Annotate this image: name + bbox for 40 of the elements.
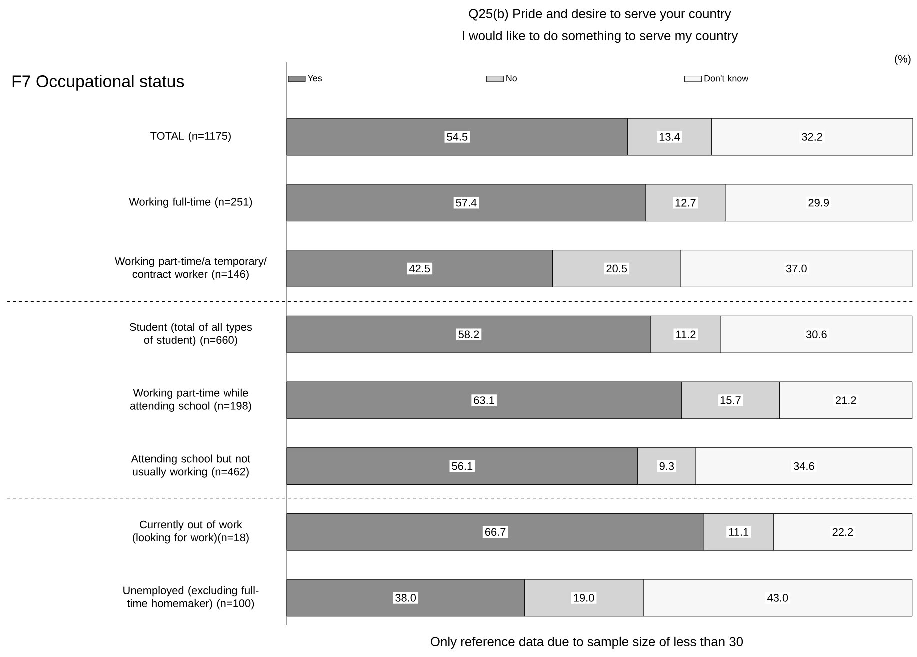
data-label: 63.1 — [474, 396, 494, 404]
data-label: 21.2 — [836, 396, 856, 404]
y-tick-label: TOTAL (n=1175) — [150, 132, 231, 142]
y-tick-label: Working full-time (n=251) — [129, 198, 252, 208]
data-label: 38.0 — [396, 594, 416, 602]
y-axis-title: F7 Occupational status — [12, 75, 184, 91]
data-label: 11.2 — [676, 330, 696, 338]
data-label: 19.0 — [574, 594, 594, 602]
legend-label: No — [506, 75, 517, 82]
data-label: 54.5 — [447, 133, 468, 141]
y-tick-label: Student (total of all types of student) (n=660) — [130, 323, 252, 346]
data-label: 22.2 — [832, 528, 854, 536]
data-label: 20.5 — [606, 264, 628, 273]
data-label: 43.0 — [768, 594, 788, 602]
y-tick-label: Unemployed (excluding full-time homemaker) (n=100) — [124, 586, 259, 610]
data-label: 11.1 — [729, 528, 749, 536]
data-label: 12.7 — [676, 199, 696, 207]
data-label: 57.4 — [456, 199, 477, 207]
data-label: 37.0 — [786, 264, 807, 273]
data-label: 66.7 — [485, 528, 506, 536]
data-label: 42.5 — [409, 264, 430, 273]
y-tick-label: Currently out of work (looking for work)(n=18) — [133, 520, 249, 544]
y-tick-label: Attending school but not usually working (n=462) — [131, 454, 251, 478]
data-label: 30.6 — [806, 330, 827, 338]
data-label: 32.2 — [802, 133, 822, 141]
text: Only reference data due to sample size of less than 30 — [431, 636, 744, 650]
data-label: 56.1 — [452, 462, 473, 470]
data-label: 58.2 — [458, 330, 480, 338]
legend-label: Don't know — [704, 75, 749, 82]
chart-subtitle: I would like to do something to serve my country — [462, 30, 738, 44]
data-label: 13.4 — [660, 133, 680, 141]
data-label: 15.7 — [720, 396, 741, 404]
y-tick-label: Working part-time/a temporary/ contract worker (n=146) — [115, 257, 267, 280]
y-tick-label: Working part-time while attending school (n=198) — [130, 388, 252, 412]
data-label: 34.6 — [794, 462, 814, 470]
data-label: 29.9 — [808, 199, 830, 207]
legend-label: Yes — [308, 75, 322, 82]
data-label: 9.3 — [660, 462, 674, 470]
chart-title: Q25(b) Pride and desire to serve your country — [469, 8, 732, 22]
annotation: (%) — [895, 54, 911, 66]
